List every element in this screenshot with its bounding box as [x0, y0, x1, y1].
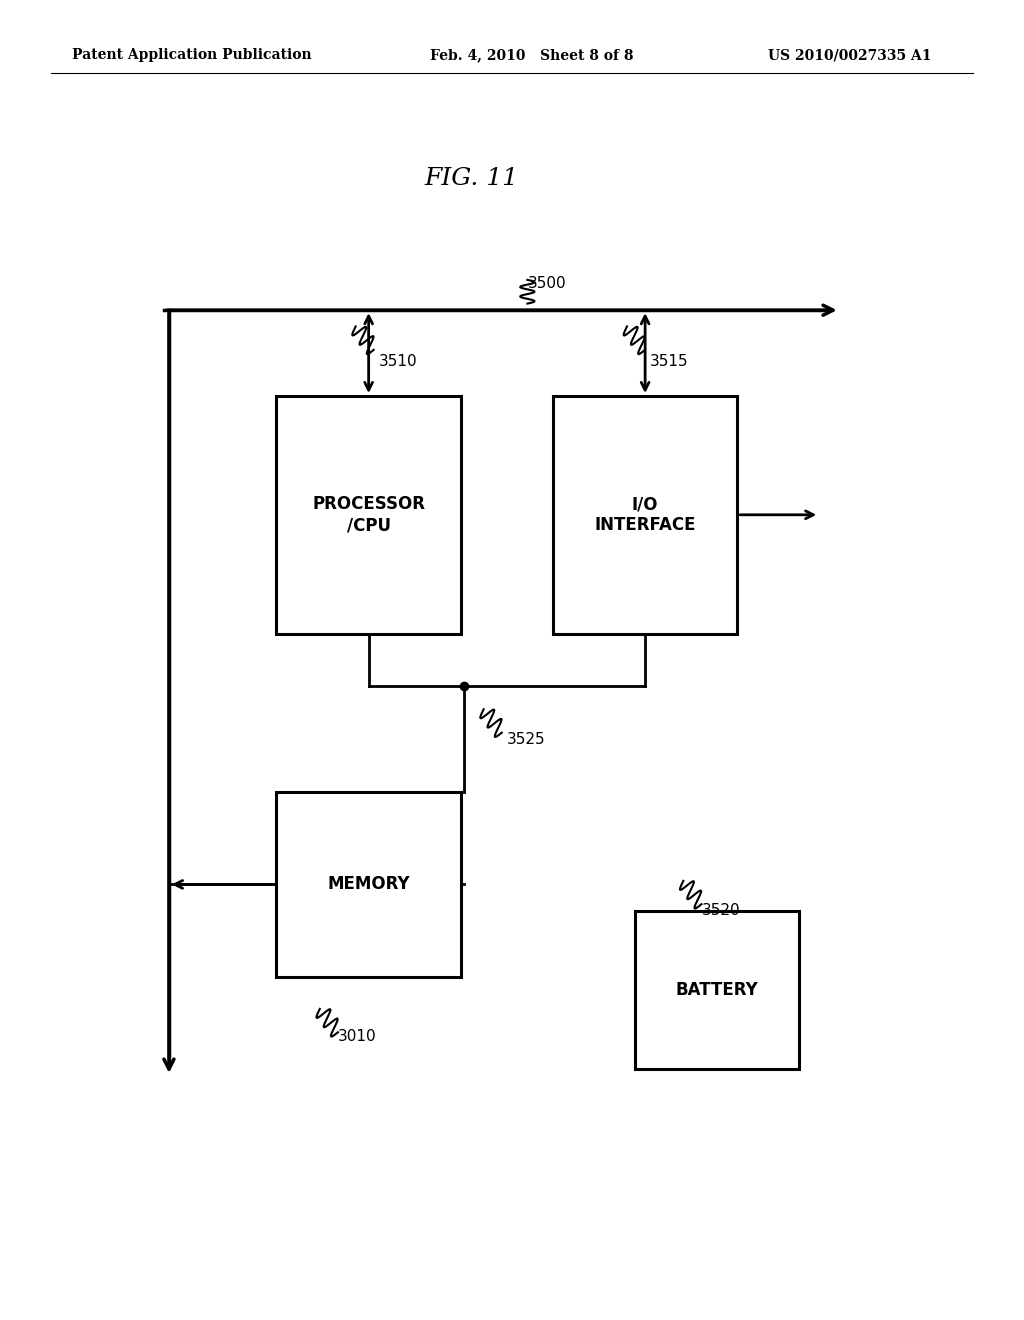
Text: Patent Application Publication: Patent Application Publication: [72, 49, 311, 62]
Text: 3010: 3010: [338, 1028, 377, 1044]
Text: 3520: 3520: [701, 903, 740, 919]
Bar: [276, 396, 461, 634]
Text: US 2010/0027335 A1: US 2010/0027335 A1: [768, 49, 932, 62]
Text: 3500: 3500: [527, 276, 566, 292]
Text: BATTERY: BATTERY: [676, 981, 758, 999]
Text: 3510: 3510: [379, 354, 418, 370]
Text: MEMORY: MEMORY: [328, 875, 410, 894]
Text: 3515: 3515: [650, 354, 689, 370]
Text: I/O
INTERFACE: I/O INTERFACE: [594, 495, 696, 535]
Bar: [553, 396, 737, 634]
Bar: [635, 911, 799, 1069]
Bar: [276, 792, 461, 977]
Text: Feb. 4, 2010   Sheet 8 of 8: Feb. 4, 2010 Sheet 8 of 8: [430, 49, 634, 62]
Text: PROCESSOR
/CPU: PROCESSOR /CPU: [312, 495, 425, 535]
Text: FIG. 11: FIG. 11: [424, 166, 518, 190]
Text: 3525: 3525: [507, 731, 546, 747]
